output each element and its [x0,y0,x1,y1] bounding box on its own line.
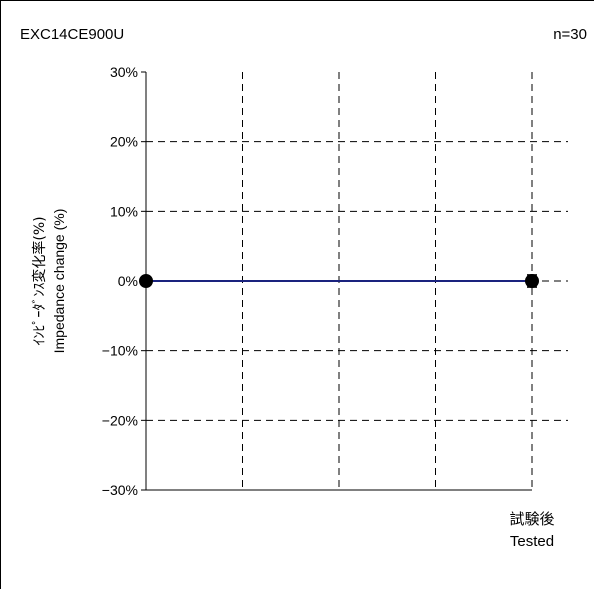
data-point [525,274,539,288]
y-axis-label-en: Impedance change (%) [51,209,67,354]
y-tick-label: 20% [110,134,138,150]
sample-count-label: n=30 [553,26,587,43]
y-tick-label: 10% [110,203,138,219]
y-tick-label: 0% [118,273,138,289]
y-tick-label: 30% [110,64,138,80]
y-axis-label-jp: ｲﾝﾋﾟｰﾀﾞﾝｽ変化率(%) [31,216,48,345]
y-tick-label: −30% [102,482,138,498]
data-point [139,274,153,288]
part-number-label: EXC14CE900U [20,26,125,43]
y-tick-label: −10% [102,343,138,359]
y-tick-label: −20% [102,412,138,428]
x-tick-label: Tested [510,533,554,550]
x-tick-label: 試験後 [509,510,554,528]
